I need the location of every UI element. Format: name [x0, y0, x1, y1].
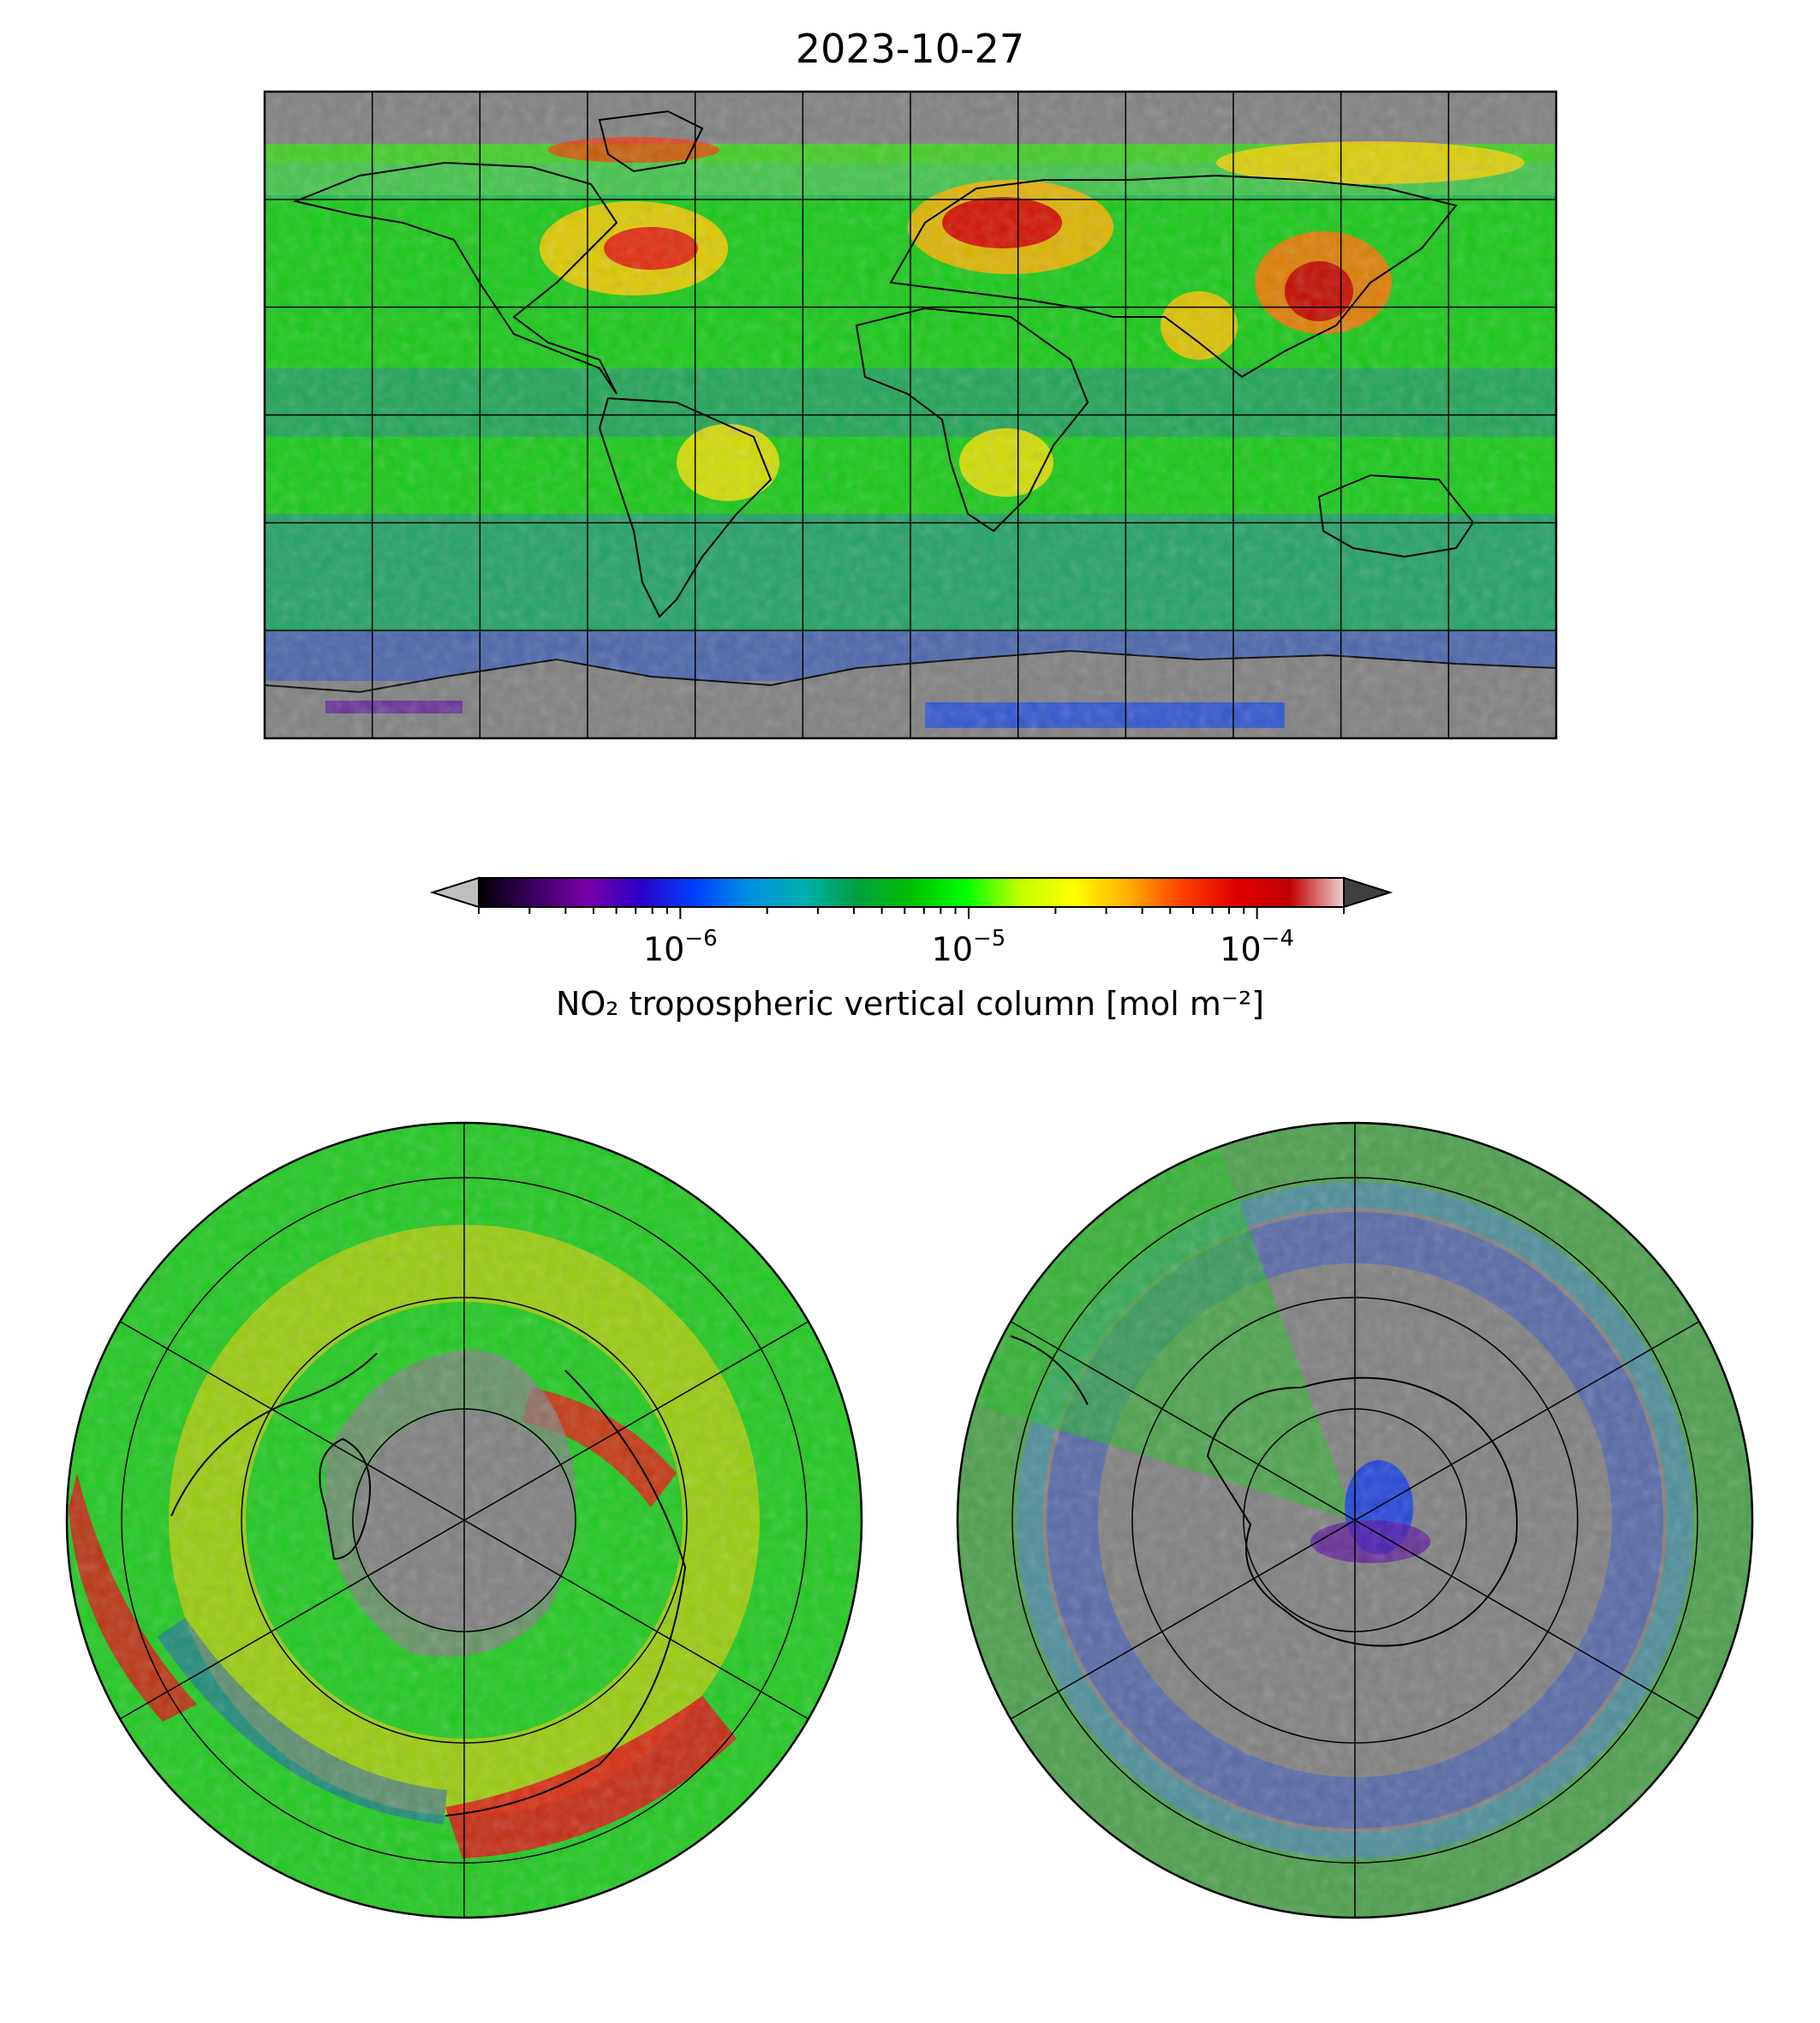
north-polar-coast-eurasia [445, 1370, 687, 1817]
colorbar-body [478, 877, 1345, 908]
colorbar-ticks [478, 907, 1345, 919]
polar-meridian-gridline [1005, 1519, 1356, 1722]
global-map-frame [263, 90, 1558, 740]
coastline-greenland [598, 110, 704, 173]
coastline-australia [1317, 474, 1475, 558]
colorbar-extend-under [429, 876, 480, 909]
polar-meridian-gridline [115, 1318, 465, 1521]
north-polar-coast-america [170, 1352, 378, 1517]
north-polar-frame [65, 1121, 863, 1919]
coastlines [292, 110, 1475, 618]
north-polar-gridlines [115, 1123, 814, 1918]
north-polar-coastlines [170, 1352, 687, 1817]
north-polar-panel [67, 1123, 862, 1918]
coastline-south-america [598, 397, 773, 618]
coastline-north-america [292, 161, 618, 395]
coastline-africa [855, 307, 1089, 533]
polar-meridian-gridline [1354, 1519, 1704, 1722]
polar-meridian-gridline [463, 1318, 814, 1521]
global-gridlines [265, 92, 1556, 738]
south-polar-coastlines [1010, 1335, 1519, 1647]
south-polar-coast-south-america [1010, 1335, 1089, 1405]
south-polar-gridlines [1005, 1123, 1704, 1918]
polar-meridian-gridline [1005, 1318, 1356, 1521]
figure-title: 2023-10-27 [795, 26, 1025, 72]
polar-meridian-gridline [115, 1519, 465, 1722]
coastline-eurasia [889, 174, 1458, 379]
south-polar-frame [956, 1121, 1754, 1919]
colorbar-tick-label: 10−4 [1220, 926, 1294, 969]
global-map-panel [265, 92, 1556, 738]
colorbar [429, 876, 1393, 919]
colorbar-label: NO₂ tropospheric vertical column [mol m⁻… [555, 985, 1265, 1023]
colorbar-extend-over [1343, 876, 1393, 909]
south-polar-coast-antarctica [1206, 1376, 1519, 1647]
colorbar-tick-label: 10−6 [642, 926, 718, 969]
colorbar-tick-label: 10−5 [931, 926, 1006, 969]
polar-meridian-gridline [463, 1519, 814, 1722]
south-polar-panel [958, 1123, 1752, 1918]
polar-meridian-gridline [1354, 1318, 1704, 1521]
north-polar-coast-greenland [319, 1437, 371, 1561]
